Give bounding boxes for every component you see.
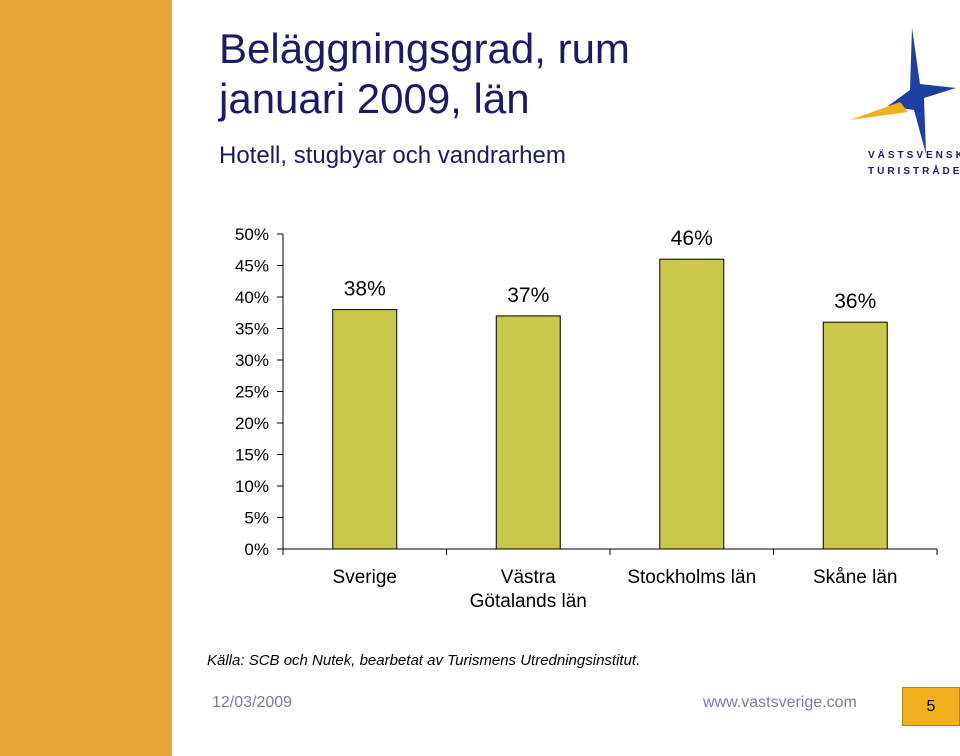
bar <box>659 258 725 550</box>
x-category-label: Sverige <box>333 567 397 588</box>
page-number-box: 5 <box>902 687 960 726</box>
x-category-label: Västra <box>501 567 556 588</box>
y-tick-label: 5% <box>244 509 269 528</box>
source-note: Källa: SCB och Nutek, bearbetat av Turis… <box>207 652 641 669</box>
sidebar-accent <box>0 0 172 756</box>
data-label: 37% <box>507 284 549 307</box>
y-tick-label: 20% <box>235 414 269 433</box>
logo-star-yellow <box>850 102 908 120</box>
logo-star-blue <box>888 28 956 154</box>
page-subtitle: Hotell, stugbyar och vandrarhem <box>219 142 566 169</box>
x-category-label: Götalands län <box>470 591 587 612</box>
y-tick-label: 35% <box>235 320 269 339</box>
y-tick-label: 25% <box>235 383 269 402</box>
bar <box>332 309 398 550</box>
data-label: 46% <box>671 227 713 250</box>
x-category-label: Stockholms län <box>627 567 756 588</box>
page-number: 5 <box>926 697 936 715</box>
footer-date: 12/03/2009 <box>212 694 293 711</box>
y-tick-label: 0% <box>244 540 269 559</box>
bar-chart: 0% 5% 10% 15% 20% 25% 30% 35% 40% 45% 50% 38% Sverig… <box>235 225 938 612</box>
y-tick-label: 40% <box>235 288 269 307</box>
data-label: 38% <box>344 278 386 301</box>
data-label: 36% <box>834 290 876 313</box>
bar <box>822 321 888 550</box>
logo-text-line-2: TURISTRÅDET <box>868 166 960 177</box>
x-category-label: Skåne län <box>813 567 898 588</box>
y-tick-label: 30% <box>235 351 269 370</box>
title-line-1: Beläggningsgrad, rum <box>219 25 630 72</box>
star-icon <box>850 28 956 154</box>
y-tick-label: 50% <box>235 225 269 244</box>
y-tick-label: 15% <box>235 446 269 465</box>
footer-url: www.vastsverige.com <box>703 694 857 711</box>
y-tick-label: 45% <box>235 257 269 276</box>
bar <box>495 315 561 550</box>
page-title: Beläggningsgrad, rum januari 2009, län <box>219 24 630 124</box>
logo-text-line-1: VÄSTSVENSKA <box>868 150 960 161</box>
title-line-2: januari 2009, län <box>219 75 530 122</box>
y-tick-label: 10% <box>235 477 269 496</box>
